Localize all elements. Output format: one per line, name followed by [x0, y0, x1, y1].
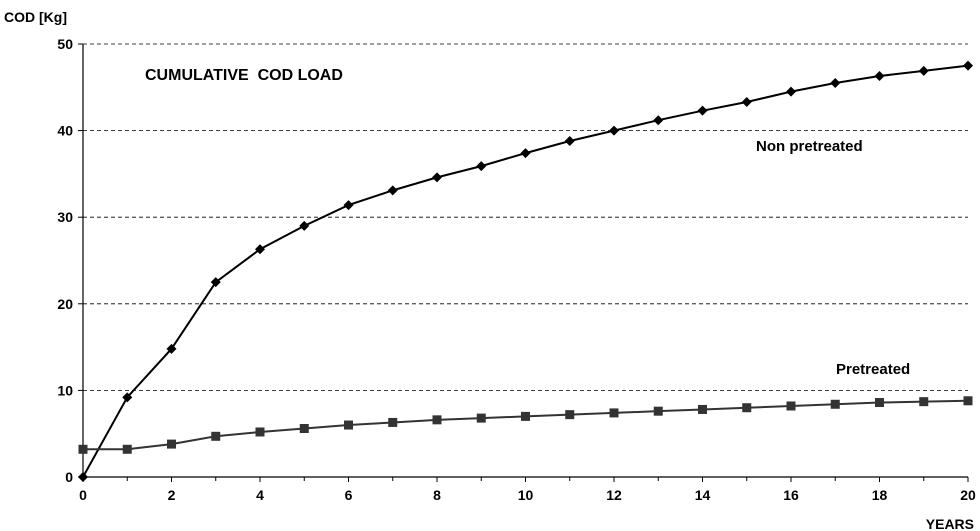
- point-non-pretreated-7: [387, 185, 398, 196]
- point-pretreated-8: [432, 415, 442, 425]
- point-non-pretreated-15: [741, 97, 752, 108]
- point-pretreated-15: [742, 403, 752, 413]
- point-pretreated-10: [521, 411, 530, 421]
- point-pretreated-2: [167, 439, 176, 449]
- grid-lines: [83, 43, 968, 391]
- point-non-pretreated-10: [520, 148, 531, 159]
- point-non-pretreated-16: [786, 86, 796, 97]
- point-non-pretreated-2: [166, 343, 177, 354]
- chart-title: CUMULATIVE COD LOAD: [145, 67, 343, 84]
- y-tick-label-40: 40: [57, 123, 73, 139]
- point-pretreated-14: [698, 404, 707, 414]
- point-pretreated-16: [786, 401, 796, 411]
- point-non-pretreated-5: [299, 220, 310, 231]
- point-pretreated-6: [344, 420, 353, 430]
- x-tick-label-12: 12: [606, 487, 622, 503]
- x-tick-label-0: 0: [79, 487, 87, 503]
- point-pretreated-4: [255, 427, 265, 437]
- point-pretreated-17: [830, 399, 840, 409]
- point-non-pretreated-19: [918, 65, 929, 76]
- y-tick-label-10: 10: [57, 382, 73, 398]
- x-tick-label-10: 10: [518, 487, 534, 503]
- series-label-non-pretreated: Non pretreated: [756, 138, 863, 155]
- x-tick-label-6: 6: [345, 487, 353, 503]
- point-non-pretreated-4: [255, 244, 265, 255]
- point-pretreated-0: [78, 444, 88, 454]
- point-non-pretreated-14: [697, 105, 708, 116]
- point-non-pretreated-1: [122, 392, 133, 403]
- point-pretreated-5: [299, 424, 309, 434]
- point-pretreated-19: [919, 397, 929, 407]
- point-non-pretreated-18: [874, 71, 885, 82]
- y-tick-label-50: 50: [57, 36, 73, 52]
- point-non-pretreated-6: [343, 200, 354, 211]
- y-tick-label-20: 20: [57, 296, 73, 312]
- point-non-pretreated-3: [210, 277, 221, 288]
- point-pretreated-9: [476, 413, 486, 423]
- point-non-pretreated-20: [963, 60, 973, 71]
- point-non-pretreated-0: [78, 472, 88, 482]
- y-tick-label-30: 30: [57, 209, 73, 225]
- x-tick-label-8: 8: [433, 487, 441, 503]
- x-tick-label-16: 16: [783, 487, 799, 503]
- y-tick-label-0: 0: [65, 469, 73, 485]
- point-non-pretreated-11: [564, 135, 575, 146]
- series-label-pretreated: Pretreated: [836, 361, 910, 378]
- x-tick-label-2: 2: [168, 487, 176, 503]
- point-non-pretreated-17: [830, 77, 841, 88]
- x-tick-label-4: 4: [256, 487, 264, 503]
- point-non-pretreated-8: [432, 172, 442, 183]
- x-tick-label-18: 18: [872, 487, 888, 503]
- y-axis-label: COD [Kg]: [4, 9, 67, 25]
- x-tick-label-20: 20: [960, 487, 976, 503]
- x-tick-labels: 0 2 4 6 8 10 12 14 16 18 20: [79, 487, 976, 503]
- x-axis-label: YEARS: [926, 516, 974, 531]
- point-pretreated-3: [211, 431, 221, 441]
- y-tick-labels: 0 10 20 30 40 50: [57, 36, 73, 485]
- point-pretreated-20: [963, 396, 973, 406]
- point-pretreated-13: [653, 406, 663, 416]
- point-pretreated-7: [388, 417, 398, 427]
- point-pretreated-18: [875, 398, 884, 408]
- point-pretreated-11: [565, 410, 575, 420]
- point-non-pretreated-13: [653, 115, 664, 126]
- point-pretreated-12: [609, 408, 619, 418]
- point-pretreated-1: [122, 444, 132, 454]
- x-tick-label-14: 14: [695, 487, 711, 503]
- series-layer: [78, 60, 973, 482]
- point-non-pretreated-9: [476, 161, 487, 172]
- point-non-pretreated-12: [609, 125, 619, 136]
